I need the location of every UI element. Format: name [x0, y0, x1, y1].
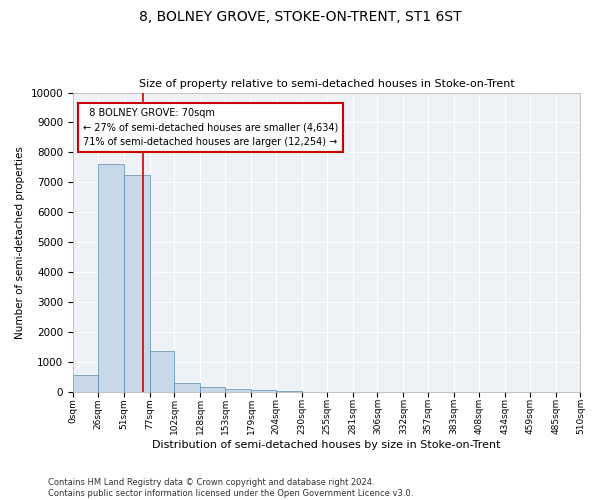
Title: Size of property relative to semi-detached houses in Stoke-on-Trent: Size of property relative to semi-detach…	[139, 79, 515, 89]
Bar	[98, 164, 124, 392]
X-axis label: Distribution of semi-detached houses by size in Stoke-on-Trent: Distribution of semi-detached houses by …	[152, 440, 501, 450]
Text: Contains HM Land Registry data © Crown copyright and database right 2024.
Contai: Contains HM Land Registry data © Crown c…	[48, 478, 413, 498]
Bar	[251, 390, 276, 392]
Y-axis label: Number of semi-detached properties: Number of semi-detached properties	[15, 146, 25, 338]
Bar	[276, 391, 302, 392]
Bar	[225, 389, 251, 392]
Bar	[124, 175, 149, 392]
Text: 8, BOLNEY GROVE, STOKE-ON-TRENT, ST1 6ST: 8, BOLNEY GROVE, STOKE-ON-TRENT, ST1 6ST	[139, 10, 461, 24]
Bar	[149, 352, 175, 392]
Bar	[200, 388, 225, 392]
Bar	[175, 383, 200, 392]
Text: 8 BOLNEY GROVE: 70sqm
← 27% of semi-detached houses are smaller (4,634)
71% of s: 8 BOLNEY GROVE: 70sqm ← 27% of semi-deta…	[83, 108, 338, 147]
Bar	[73, 376, 98, 392]
